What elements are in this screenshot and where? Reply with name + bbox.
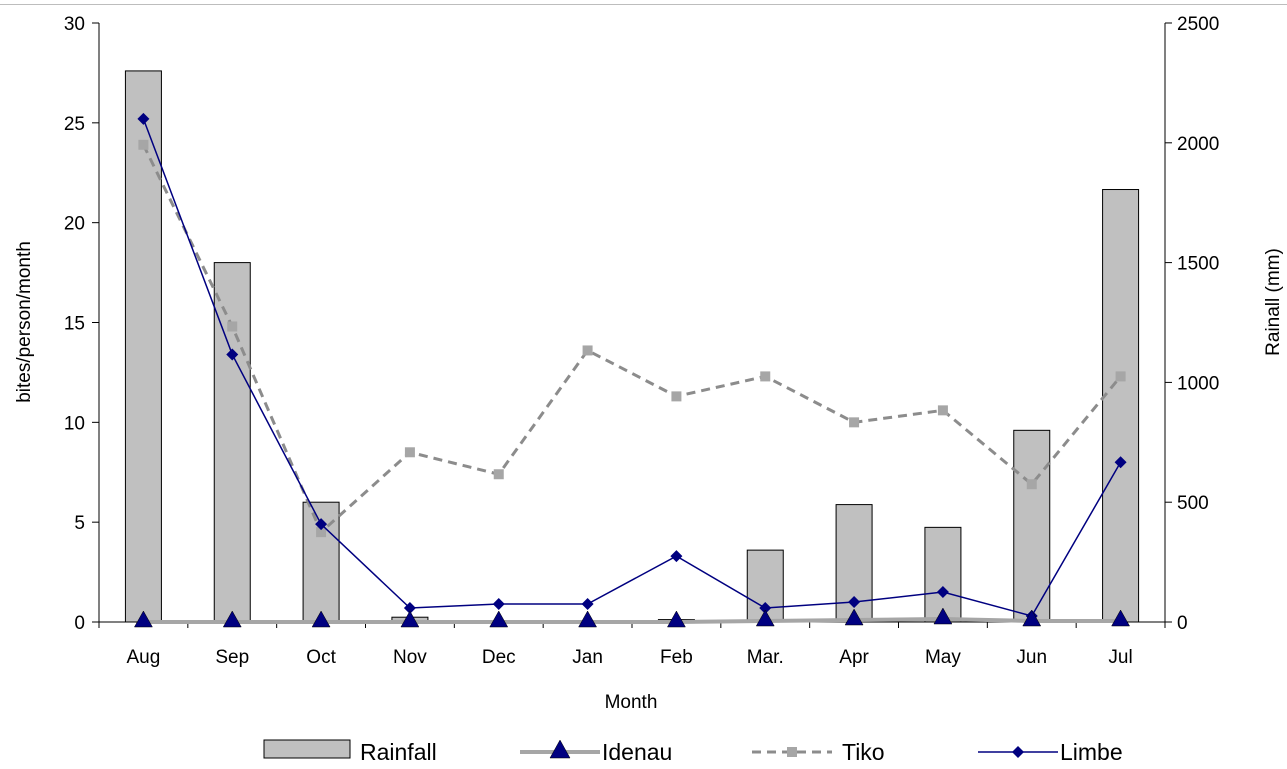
limbe-point [315,518,328,531]
rainfall-bars [124,70,1140,623]
rainfall-bar [213,262,251,623]
y-tick-label: 0 [74,613,85,634]
y2-tick-label: 1500 [1177,254,1219,275]
x-tick-label: Apr [839,647,869,668]
limbe-point [1114,456,1127,469]
idenau-point [1111,609,1131,627]
tiko-point [227,321,238,332]
x-tick-label: Oct [306,647,336,668]
x-tick-label: Jun [1016,647,1047,668]
tiko-point [138,139,149,150]
y2-tick-label: 0 [1177,613,1188,634]
y-tick-label: 10 [64,413,85,434]
legend-limbe-label: Limbe [1060,739,1123,765]
legend-idenau-marker [549,739,571,759]
y-tick-label: 25 [64,114,85,135]
idenau-point [844,608,864,626]
y-tick-label: 30 [64,14,85,35]
tiko-point [1115,371,1126,382]
x-tick-label: Aug [127,647,161,668]
tiko-point [582,345,593,356]
tiko-point [1026,479,1037,490]
chart-axes [92,22,1172,628]
x-tick-label: Jan [572,647,603,668]
y-tick-label: 15 [64,314,85,335]
limbe-point [137,112,150,125]
y2-tick-label: 1000 [1177,373,1219,394]
idenau-point [1022,609,1042,627]
idenau-point [578,610,598,628]
limbe-point [492,598,505,611]
limbe-point [670,550,683,563]
x-tick-label: Dec [482,647,516,668]
legend-idenau-label: Idenau [602,739,672,765]
tiko-point [493,469,504,480]
idenau-point [311,610,331,628]
idenau-line [143,617,1121,624]
y-axis-title: bites/person/month [14,241,35,403]
y2-tick-label: 2500 [1177,14,1219,35]
limbe-point [936,586,949,599]
y-tick-label: 5 [74,513,85,534]
idenau-point [666,610,686,628]
legend-rainfall-swatch [263,739,351,759]
tiko-point [937,405,948,416]
tiko-point [316,527,327,538]
limbe-point [226,348,239,361]
idenau-point [489,610,509,628]
rainfall-bar [1102,189,1140,623]
idenau-point [400,610,420,628]
limbe-point [848,596,861,609]
legend-limbe-marker [1012,746,1024,758]
x-tick-label: Sep [215,647,249,668]
y2-axis-title: Rainall (mm) [1263,248,1284,356]
limbe-point [581,598,594,611]
legend-tiko-marker [787,747,797,757]
x-axis-title: Month [605,692,658,713]
limbe-point [403,602,416,615]
tick-labels: 0 5 10 15 20 25 30 0 500 1000 1500 2000 2500 Aug Sep Oc… [64,14,1219,668]
limbe-point [759,602,772,615]
x-tick-label: Feb [660,647,693,668]
rainfall-bar [1013,429,1051,623]
x-tick-label: Jul [1108,647,1132,668]
x-tick-label: May [925,647,961,668]
y2-tick-label: 2000 [1177,134,1219,155]
limbe-line [142,118,1122,617]
y2-tick-label: 500 [1177,493,1209,514]
legend: Rainfall Idenau Tiko Limbe [263,739,1123,765]
tiko-point [404,447,415,458]
legend-rainfall-label: Rainfall [360,739,437,765]
tiko-line [142,144,1122,535]
tiko-point [671,391,682,402]
idenau-point [933,607,953,625]
tiko-point [849,417,860,428]
idenau-point [755,609,775,627]
rainfall-bar [924,526,962,623]
series-lines [133,112,1131,628]
legend-tiko-label: Tiko [842,739,885,765]
tiko-point [760,371,771,382]
top-border-line [0,4,1287,5]
idenau-point [133,610,153,628]
x-tick-label: Nov [393,647,427,668]
x-tick-label: Mar. [747,647,784,668]
y-tick-label: 20 [64,214,85,235]
idenau-point [222,610,242,628]
